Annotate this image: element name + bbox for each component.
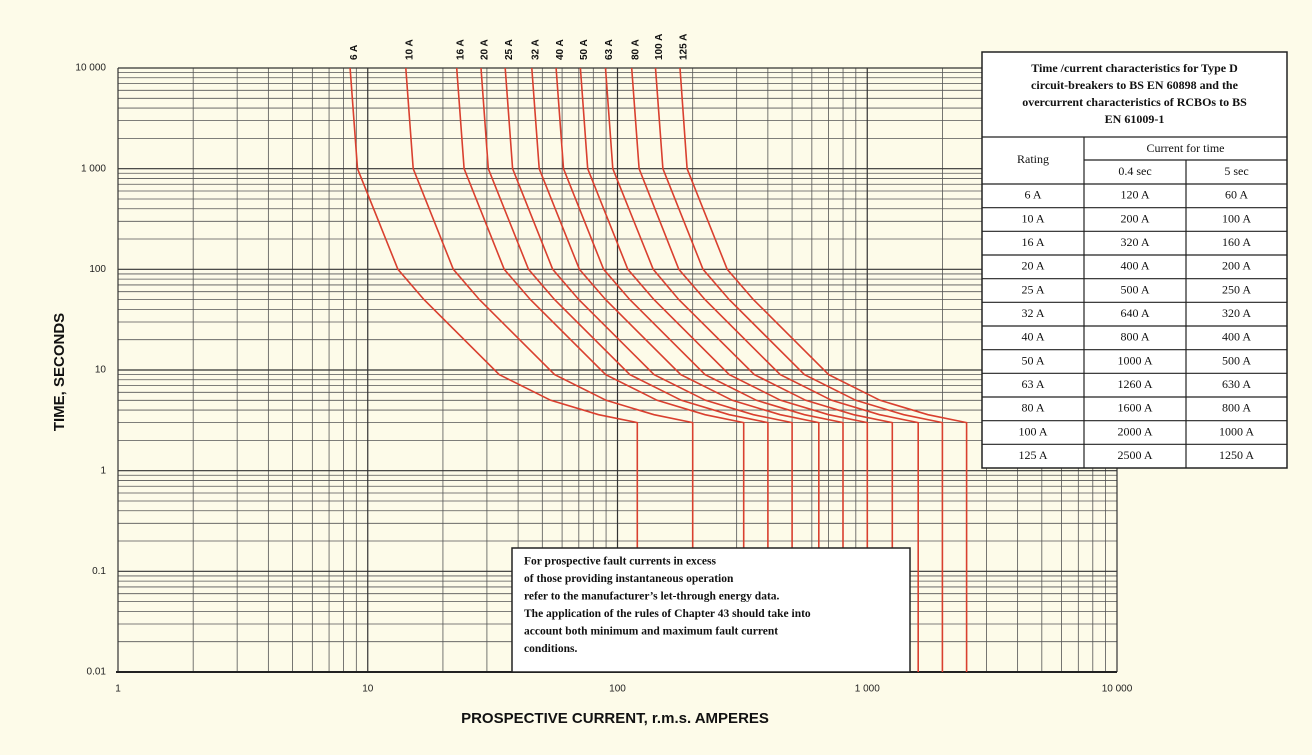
table-cell: 10 A [1021,211,1044,225]
note-line: account both minimum and maximum fault c… [524,626,778,638]
table-cell: 2000 A [1117,424,1152,438]
x-axis-label: PROSPECTIVE CURRENT, r.m.s. AMPERES [461,710,769,727]
table-title: circuit-breakers to BS EN 60898 and the [1031,78,1239,92]
curve [630,67,920,672]
curve-label: 100 A [654,34,665,60]
y-tick-label: 10 000 [75,63,106,74]
table-cell: 60 A [1225,188,1248,202]
table-cell: 500 A [1120,282,1149,296]
table-cell: 25 A [1021,282,1044,296]
note-box [511,547,911,673]
y-tick-label: 100 [89,264,106,275]
curve [654,67,944,672]
y-tick-label: 10 [95,365,107,376]
table-cell: 1000 A [1117,353,1152,367]
x-tick-label: 10 000 [1102,684,1133,695]
x-tick-label: 1 000 [855,684,880,695]
table-cell: 200 A [1120,211,1149,225]
table-header: Current for time [1147,141,1225,155]
table-cell: 630 A [1222,377,1251,391]
table-cell: 800 A [1120,330,1149,344]
table-cell: 50 A [1021,353,1044,367]
table-cell: 2500 A [1117,448,1152,462]
y-tick-label: 0.01 [87,667,107,678]
overlay: For prospective fault currents in excess… [511,51,1288,673]
table-cell: 100 A [1222,211,1251,225]
y-axis-label: TIME, SECONDS [51,313,68,431]
table-cell: 6 A [1024,188,1041,202]
table-cell: 40 A [1021,330,1044,344]
table-cell: 80 A [1021,401,1044,415]
table-cell: 800 A [1222,401,1251,415]
table-cell: 16 A [1021,235,1044,249]
curve [405,67,694,672]
curve [604,67,894,672]
table-cell: 640 A [1120,306,1149,320]
curve [504,67,793,672]
table-cell: 320 A [1222,306,1251,320]
curve [679,67,968,672]
table-cell: 100 A [1018,424,1047,438]
table-cell: 125 A [1018,448,1047,462]
table-cell: 400 A [1120,259,1149,273]
x-tick-label: 1 [115,684,121,695]
table-cell: 160 A [1222,235,1251,249]
table-box [981,51,1288,469]
table-cell: 120 A [1120,188,1149,202]
curve [480,67,769,672]
note-line: refer to the manufacturer’s let-through … [524,591,780,603]
curve-label: 10 A [404,39,415,60]
curve [455,67,745,672]
table-cell: 400 A [1222,330,1251,344]
curve-label: 25 A [504,39,515,60]
curve-label: 80 A [630,39,641,60]
curve [349,67,639,672]
table-cell: 20 A [1021,259,1044,273]
curve-label: 16 A [455,39,466,60]
y-tick-label: 1 000 [81,163,106,174]
table-cell: 1250 A [1219,448,1254,462]
curve-label: 20 A [480,39,491,60]
curve-label: 50 A [579,39,590,60]
curve-label: 6 A [349,45,360,60]
table-header: Rating [1017,152,1049,166]
table-cell: 63 A [1021,377,1044,391]
table-cell: 1600 A [1117,401,1152,415]
curve [531,67,820,672]
curve [579,67,869,672]
table-cell: 32 A [1021,306,1044,320]
table-header: 0.4 sec [1118,164,1151,178]
curve-label: 125 A [679,34,690,60]
table-header: 5 sec [1224,164,1248,178]
table-cell: 500 A [1222,353,1251,367]
curve [555,67,844,672]
curves: 6 A 10 A 16 A 20 A 25 A 32 A 40 A 50 A 63 A 80 A 1… [349,34,968,672]
curve-label: 32 A [530,39,541,60]
table-cell: 1260 A [1117,377,1152,391]
table-title: Time /current characteristics for Type D [1031,61,1238,75]
table-cell: 250 A [1222,282,1251,296]
note-line: For prospective fault currents in excess [524,556,716,568]
note-line: of those providing instantaneous operati… [524,573,734,585]
note-line: The application of the rules of Chapter … [524,608,811,620]
table-cell: 320 A [1120,235,1149,249]
x-tick-label: 10 [362,684,374,695]
y-tick-label: 0.1 [92,566,106,577]
curve-label: 63 A [604,39,615,60]
table-title: overcurrent characteristics of RCBOs to … [1022,95,1247,109]
table-cell: 200 A [1222,259,1251,273]
y-tick-label: 1 [100,465,106,476]
x-tick-label: 100 [609,684,626,695]
note-line: conditions. [524,643,577,655]
table-title: EN 61009-1 [1105,112,1165,126]
table-cell: 1000 A [1219,424,1254,438]
curve-label: 40 A [555,39,566,60]
